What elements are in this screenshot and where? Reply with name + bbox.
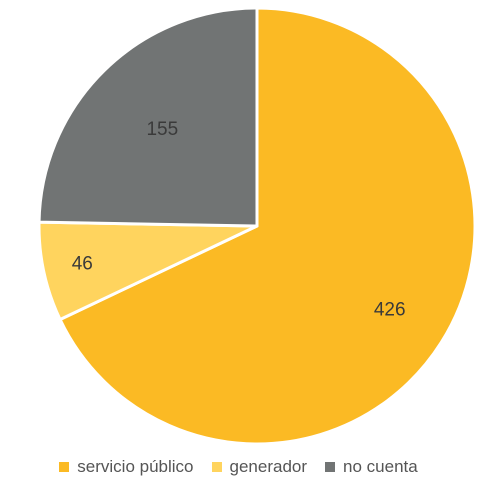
pie-slice-servicio-publico	[58, 6, 477, 446]
legend-item-generador: generador	[211, 457, 308, 477]
legend-label-servicio-publico: servicio público	[77, 457, 194, 476]
pie-slice-no-cuenta	[37, 6, 259, 228]
legend-label-no-cuenta: no cuenta	[343, 457, 418, 476]
legend-label-generador: generador	[229, 457, 308, 476]
legend-swatch-servicio-publico	[59, 462, 70, 472]
legend-swatch-generador	[211, 462, 222, 472]
legend-item-servicio-publico: servicio público	[59, 457, 194, 477]
pie-slices	[37, 6, 477, 446]
data-label-no-cuenta: 155	[146, 119, 178, 140]
data-label-servicio-publico: 426	[374, 299, 406, 320]
pie-slice-generador	[37, 220, 259, 322]
pie-data-labels: 426 46 155	[72, 119, 406, 320]
legend-swatch-no-cuenta	[325, 462, 336, 472]
legend: servicio público generador no cuenta	[0, 455, 477, 479]
legend-item-no-cuenta: no cuenta	[325, 457, 418, 477]
data-label-generador: 46	[72, 253, 93, 274]
